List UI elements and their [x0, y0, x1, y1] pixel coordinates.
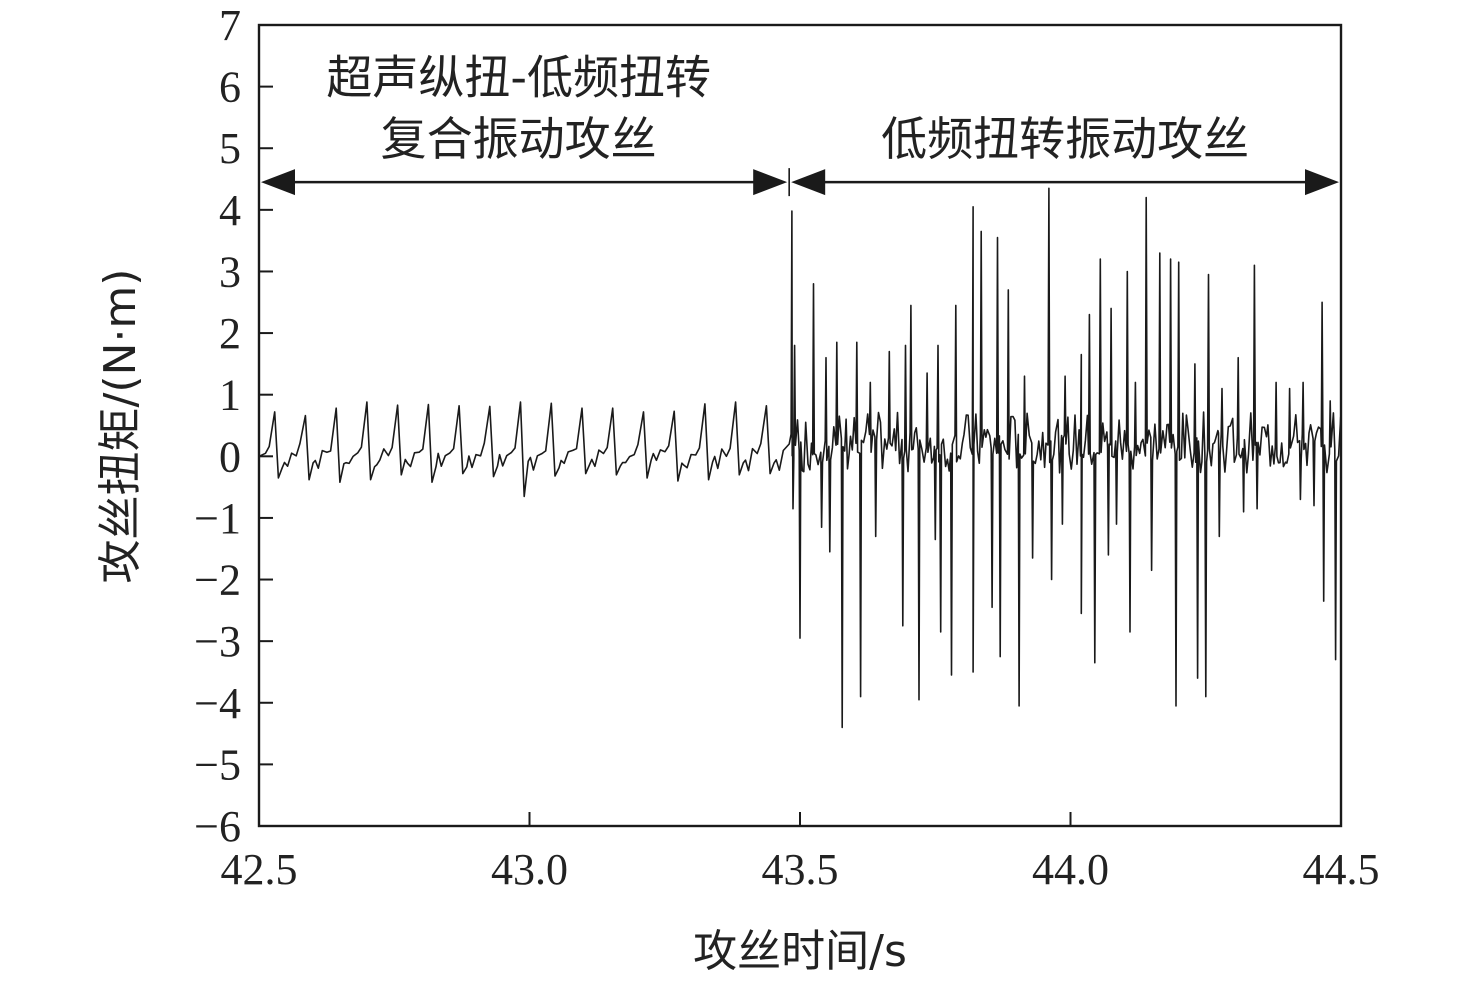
- arrow-head: [1305, 169, 1339, 196]
- arrow-head: [753, 169, 788, 196]
- y-tick-label: −5: [194, 740, 241, 789]
- x-axis-title: 攻丝时间/s: [693, 926, 907, 977]
- y-tick-label: −4: [194, 679, 241, 728]
- y-tick-label: 6: [219, 63, 241, 112]
- y-tick-label: −1: [194, 494, 241, 543]
- arrow-head: [791, 169, 826, 196]
- y-tick-label: −3: [194, 617, 241, 666]
- y-tick-label: 3: [219, 247, 241, 296]
- y-tick-label: −6: [194, 802, 241, 851]
- region-label: 超声纵扭-低频扭转: [326, 50, 711, 104]
- axis-labels: 攻丝时间/s 攻丝扭矩/(N·m): [95, 269, 907, 977]
- y-tick-label: 0: [219, 432, 241, 481]
- y-tick-label: 2: [219, 309, 241, 358]
- x-tick-label: 42.5: [221, 845, 298, 894]
- y-tick-label: −2: [194, 556, 241, 605]
- y-tick-label: 4: [219, 186, 241, 235]
- x-tick-label: 43.5: [762, 845, 839, 894]
- y-axis-title: 攻丝扭矩/(N·m): [95, 269, 146, 584]
- plot-area: [257, 23, 1343, 828]
- x-tick-label: 44.0: [1032, 845, 1109, 894]
- torque-series-line: [258, 187, 1342, 729]
- axis-ticks: −6 −5 −4 −3 −2 −1 0 1 2 3 4 5 6 7 42.5 43.0 43.5 44.0 44.5: [194, 1, 1379, 894]
- x-tick-label: 43.0: [491, 845, 568, 894]
- arrow-head: [261, 169, 295, 196]
- region-label: 复合振动攻丝: [381, 112, 657, 166]
- x-tick-label: 44.5: [1303, 845, 1380, 894]
- y-tick-label: 5: [219, 124, 241, 173]
- region-label: 低频扭转振动攻丝: [881, 112, 1249, 166]
- y-tick-label: 1: [219, 371, 241, 420]
- y-tick-label: 7: [219, 1, 241, 50]
